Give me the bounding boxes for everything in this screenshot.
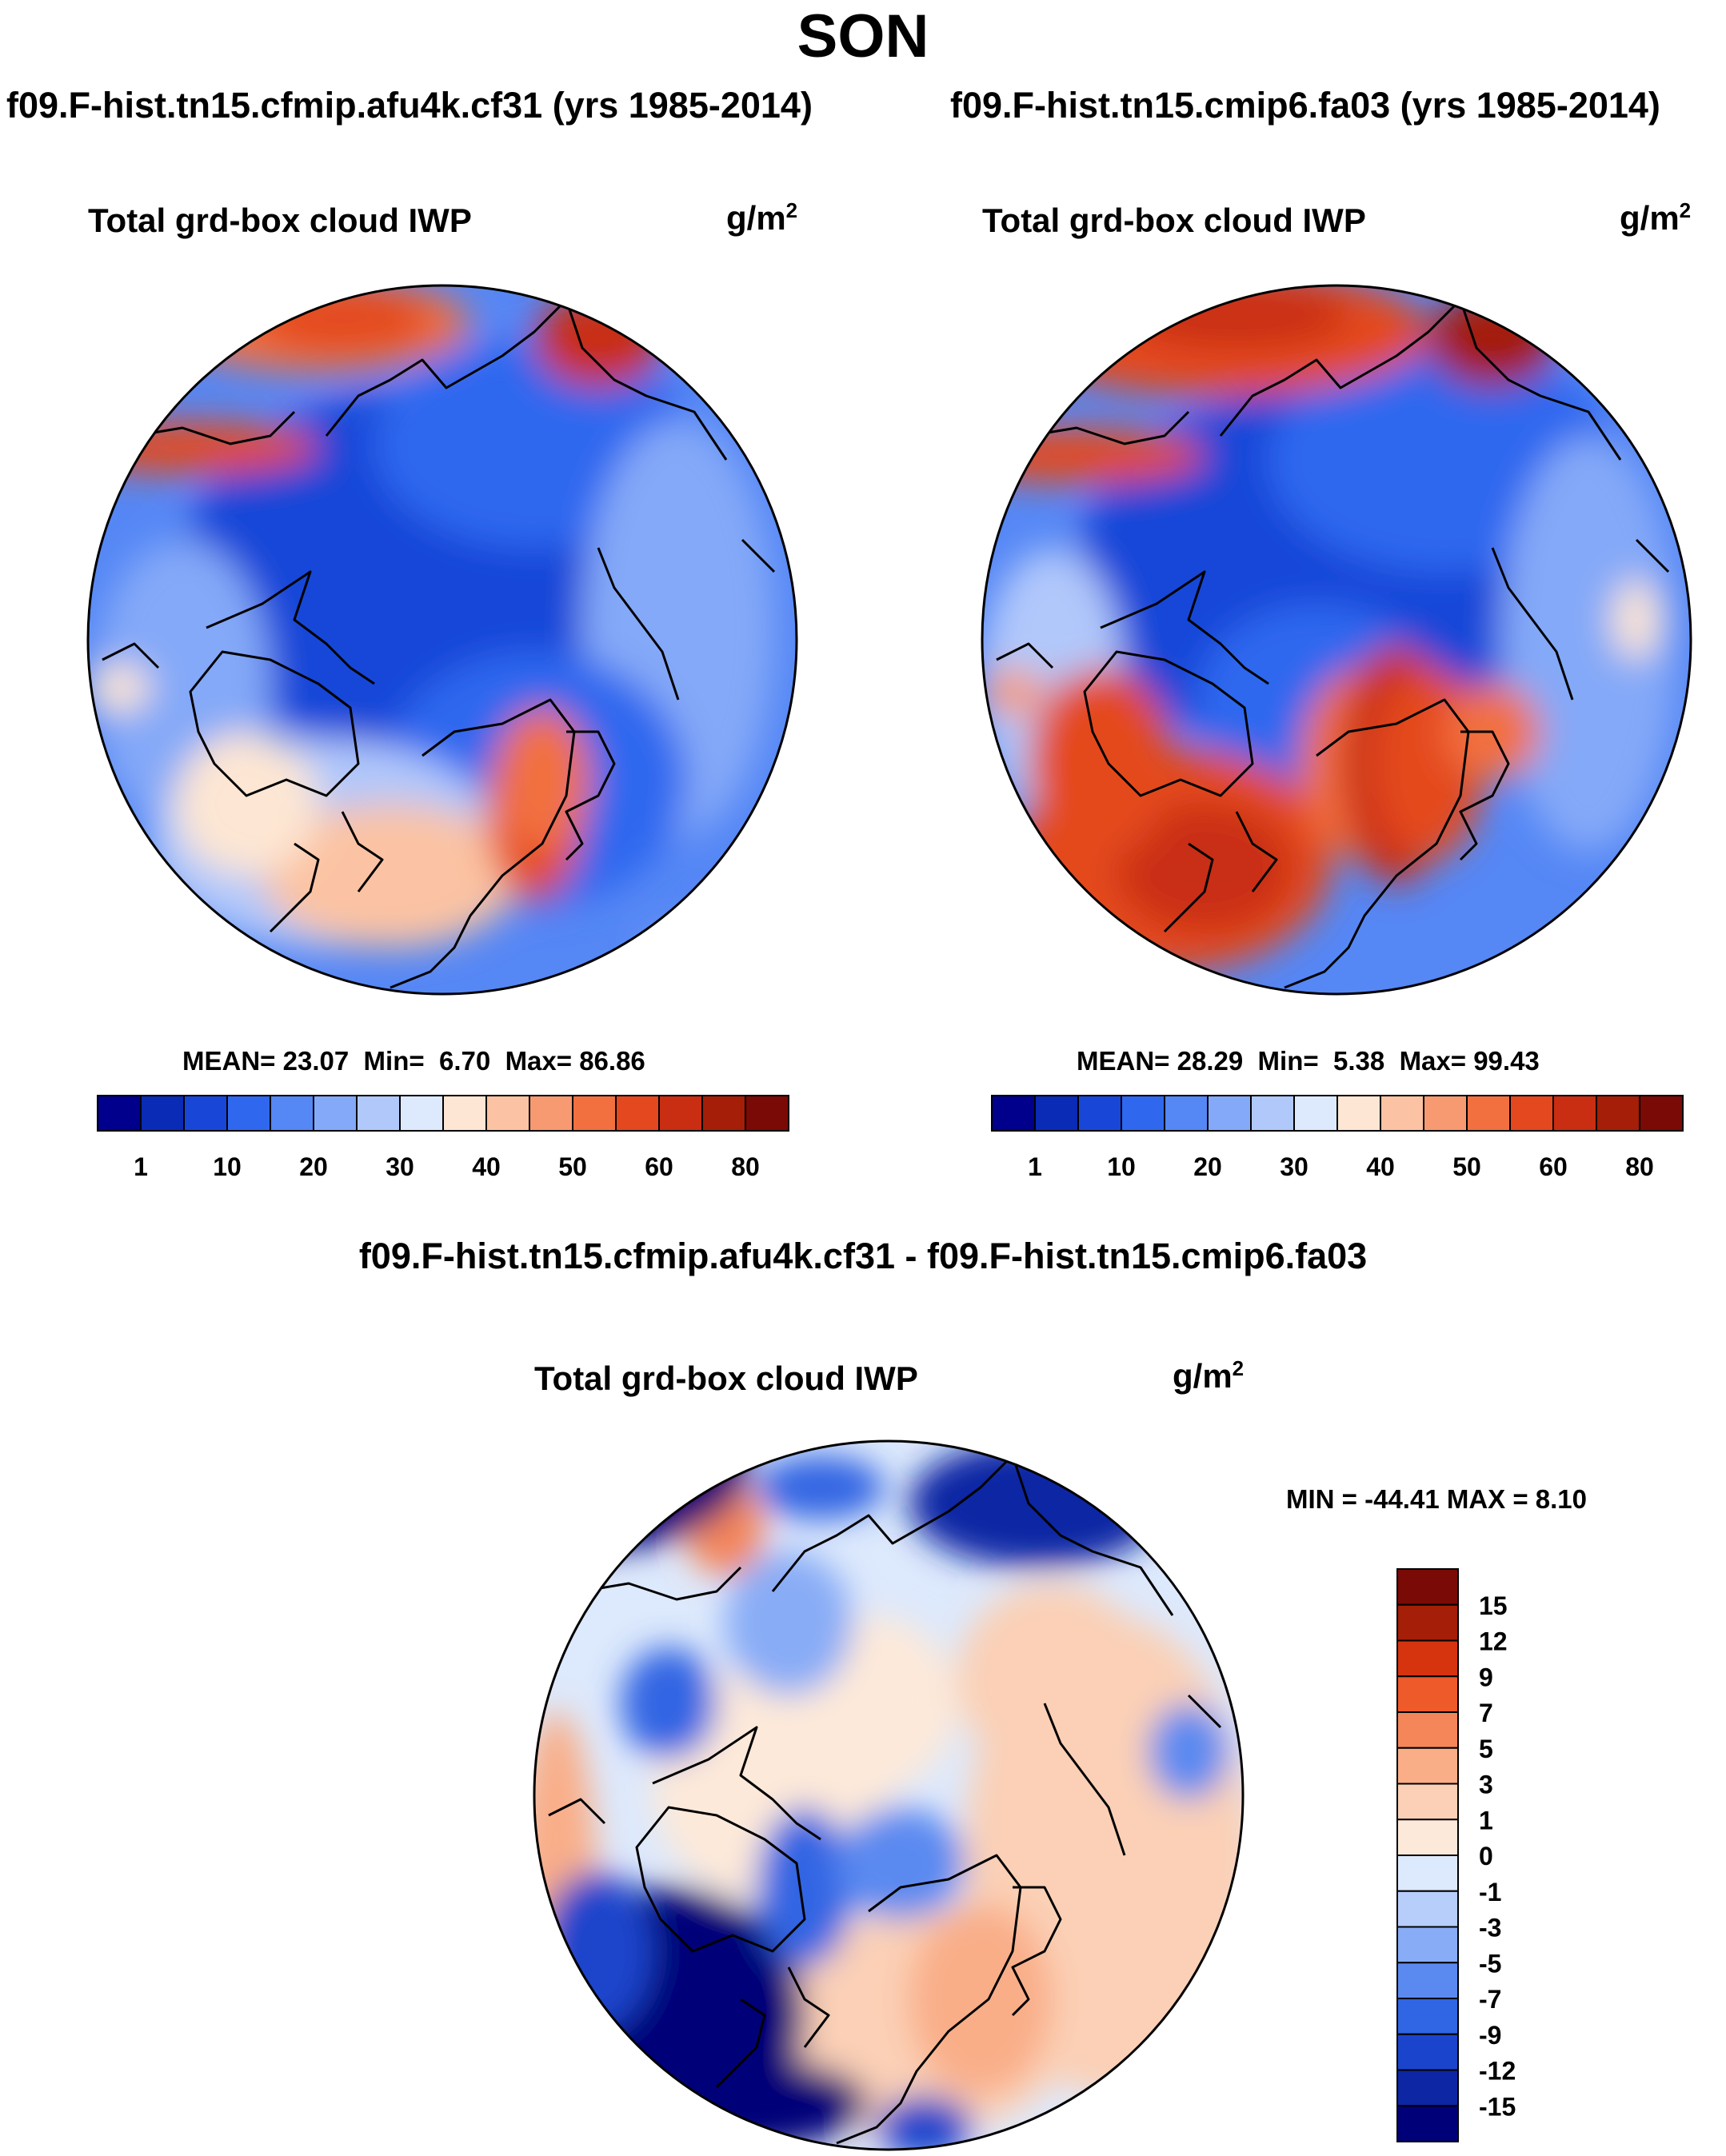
difference-colorbar-box [1396,1926,1459,1964]
difference-colorbar-box [1396,1890,1459,1928]
panel-right-colorbar-label: 50 [1452,1152,1481,1177]
difference-variable-title: Total grd-box cloud IWP [534,1359,918,1397]
difference-min-max: MIN = -44.41 MAX = 8.10 [1286,1484,1588,1514]
panel-left-colorbar-box [745,1095,789,1132]
panel-right-colorbar-label: 10 [1107,1152,1136,1177]
difference-colorbar-box [1396,1855,1459,1892]
difference-colorbar-label: 7 [1479,1699,1493,1727]
difference-colorbar-box [1396,1747,1459,1785]
panel-left-colorbar-box [442,1095,487,1132]
difference-colorbar-box [1396,1603,1459,1642]
difference-colorbar-box [1396,1998,1459,2035]
panel-left-colorbar-label: 40 [472,1152,501,1177]
panel-left-colorbar-label: 10 [213,1152,242,1177]
panel-right-colorbar-box [1250,1095,1295,1132]
difference-colorbar-label: -12 [1479,2057,1516,2086]
difference-colorbar-label: -1 [1479,1878,1501,1906]
panel-right-variable-title: Total grd-box cloud IWP [982,202,1366,239]
panel-left-variable-title: Total grd-box cloud IWP [88,202,472,239]
difference-units: g/m2 [1173,1356,1245,1395]
difference-colorbar-label: 12 [1479,1627,1508,1656]
panel-right-colorbar-box [1164,1095,1209,1132]
panel-left-colorbar-box [615,1095,660,1132]
difference-colorbar-box [1396,1639,1459,1678]
panel-left-colorbar-box [658,1095,703,1132]
difference-colorbar-box [1396,2033,1459,2071]
panel-right-colorbar-box [1509,1095,1554,1132]
difference-colorbar-label: 0 [1479,1842,1493,1871]
panel-left-colorbar-label: 50 [558,1152,587,1177]
panel-left-colorbar-box [313,1095,358,1132]
panel-left-polar-map [86,284,798,996]
panel-left-colorbar-box [140,1095,185,1132]
panel-left-colorbar-box [529,1095,573,1132]
difference-colorbar-label: -9 [1479,2021,1501,2050]
panel-right-colorbar-box [1293,1095,1338,1132]
panel-right-colorbar-box [1466,1095,1511,1132]
difference-colorbar-label: 15 [1479,1591,1508,1620]
panel-right-colorbar-box [1336,1095,1381,1132]
panel-right-stats: MEAN= 28.29 Min= 5.38 Max= 99.43 [1077,1046,1540,1076]
difference-colorbar-label: 3 [1479,1771,1493,1799]
panel-right-colorbar-label: 80 [1625,1152,1654,1177]
panel-left-colorbar-box [701,1095,746,1132]
panel-left-units: g/m2 [726,198,798,237]
panel-right-colorbar-label: 40 [1366,1152,1395,1177]
panel-right-colorbar-box [1423,1095,1468,1132]
panel-right-case-title: f09.F-hist.tn15.cmip6.fa03 (yrs 1985-201… [950,85,1660,126]
panel-left-colorbar: 1 10 20 30 40 50 60 80 [97,1095,789,1177]
panel-right-colorbar-label: 1 [1028,1152,1042,1177]
difference-colorbar-label: 5 [1479,1735,1493,1763]
difference-polar-map [533,1439,1245,2151]
panel-left-colorbar-label: 20 [299,1152,328,1177]
panel-right-colorbar-box [1121,1095,1165,1132]
panel-right-colorbar-box [1380,1095,1424,1132]
panel-left-colorbar-label: 80 [731,1152,760,1177]
panel-right-colorbar-box [1596,1095,1640,1132]
figure-title: SON [797,2,929,70]
panel-right-colorbar-box [1207,1095,1252,1132]
difference-title: f09.F-hist.tn15.cfmip.afu4k.cf31 - f09.F… [358,1236,1368,1276]
panel-left-colorbar-box [183,1095,228,1132]
difference-colorbar-label: 1 [1479,1806,1493,1835]
panel-right-polar-map [981,284,1692,996]
panel-right-colorbar-label: 30 [1280,1152,1308,1177]
panel-left-colorbar-box [485,1095,530,1132]
difference-colorbar-label: -15 [1479,2092,1516,2121]
panel-right-colorbar-box [1552,1095,1597,1132]
panel-left-colorbar-box [399,1095,444,1132]
panel-right-colorbar-box [991,1095,1036,1132]
difference-colorbar-box [1396,2105,1459,2142]
panel-right-colorbar-box [1639,1095,1684,1132]
difference-colorbar-label: -5 [1479,1949,1501,1978]
panel-left-stats: MEAN= 23.07 Min= 6.70 Max= 86.86 [182,1046,645,1076]
panel-left-colorbar-label: 30 [386,1152,414,1177]
difference-colorbar-label: 9 [1479,1663,1493,1691]
difference-colorbar-box [1396,1819,1459,1856]
difference-colorbar-box [1396,1962,1459,1999]
difference-colorbar-box [1396,1568,1459,1606]
difference-colorbar-box [1396,1711,1459,1749]
difference-colorbar-box [1396,2069,1459,2107]
difference-colorbar-box [1396,1675,1459,1713]
panel-left-colorbar-label: 60 [645,1152,673,1177]
panel-left-colorbar-label: 1 [134,1152,148,1177]
panel-left-colorbar-box [226,1095,271,1132]
panel-right-units: g/m2 [1620,198,1692,237]
panel-left-case-title: f09.F-hist.tn15.cfmip.afu4k.cf31 (yrs 19… [6,85,813,126]
panel-left-colorbar-box [356,1095,401,1132]
panel-left-colorbar-box [270,1095,314,1132]
panel-right-colorbar-label: 60 [1539,1152,1568,1177]
panel-left-colorbar-box [572,1095,617,1132]
panel-left-colorbar-box [97,1095,142,1132]
difference-colorbar-label: -3 [1479,1914,1501,1942]
difference-colorbar: 15 12 9 7 5 3 1 0 -1 -3 -5 -7 -9 -12 -15 [1396,1568,1516,2142]
difference-colorbar-label: -7 [1479,1985,1501,2014]
panel-right-colorbar-box [1034,1095,1079,1132]
panel-right-colorbar-label: 20 [1193,1152,1222,1177]
panel-right-colorbar-box [1077,1095,1122,1132]
panel-right-colorbar: 1 10 20 30 40 50 60 80 [991,1095,1684,1177]
difference-colorbar-box [1396,1783,1459,1821]
